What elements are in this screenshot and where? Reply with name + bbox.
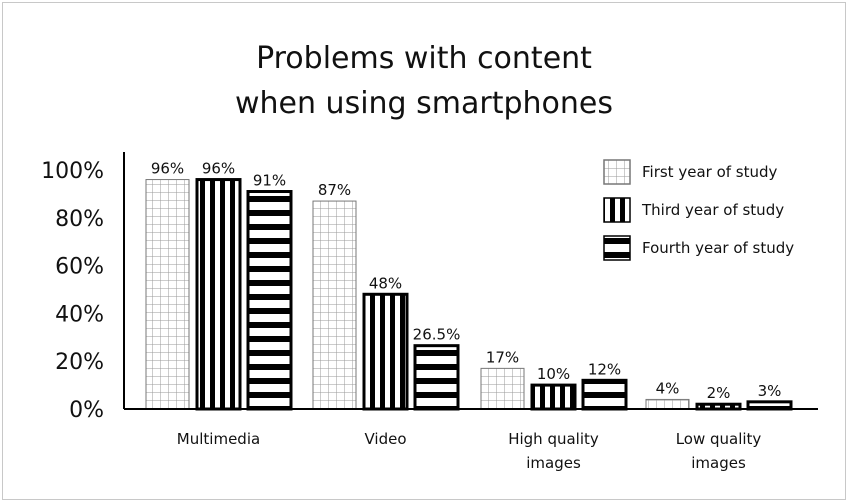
y-axis: 0% 20% 40% 60% 80% 100% — [41, 152, 125, 423]
bar-value-label: 17% — [486, 348, 519, 366]
chart-title-line-2: when using smartphones — [235, 86, 613, 121]
bar-horizontal-stripes — [581, 378, 628, 411]
chart-title: Problems with content when using smartph… — [235, 41, 613, 121]
bar-value-label: 96% — [151, 160, 184, 178]
y-tick-label: 60% — [55, 255, 104, 280]
bar-value-label: 12% — [588, 360, 621, 378]
legend: First year of study Third year of study Fo… — [603, 159, 794, 261]
legend-label: First year of study — [642, 163, 778, 181]
category-label: Video — [364, 430, 406, 448]
bar-grid — [480, 367, 525, 410]
bar-vertical-stripes — [530, 383, 577, 411]
chart-title-line-1: Problems with content — [256, 41, 592, 76]
bar-value-label: 4% — [656, 379, 680, 397]
category-label: images — [526, 454, 581, 472]
bar-grid — [645, 398, 690, 410]
bar-value-label: 2% — [707, 384, 731, 402]
category-label: Multimedia — [177, 430, 260, 448]
y-tick-label: 0% — [69, 398, 104, 423]
bar-value-label: 96% — [202, 160, 235, 178]
category-label: images — [691, 454, 746, 472]
bar-horizontal-stripes — [246, 190, 293, 411]
legend-swatch-horizontal-stripes — [603, 235, 631, 261]
category-label: Low quality — [676, 430, 762, 448]
x-axis: Multimedia Video High quality images Low qua… — [124, 408, 818, 472]
bar-horizontal-stripes — [413, 344, 460, 411]
bar-grid — [312, 200, 357, 410]
bar-grid — [145, 179, 190, 410]
bar-value-label: 10% — [537, 365, 570, 383]
bar-value-label: 48% — [369, 274, 402, 292]
category-label: High quality — [508, 430, 599, 448]
bar-value-label: 3% — [758, 382, 782, 400]
legend-label: Fourth year of study — [642, 239, 794, 257]
legend-swatch-grid — [603, 159, 631, 185]
legend-label: Third year of study — [641, 201, 784, 219]
y-tick-label: 20% — [55, 350, 104, 375]
y-tick-label: 100% — [41, 159, 104, 184]
bar-vertical-stripes — [195, 178, 242, 411]
bar-vertical-stripes — [362, 292, 409, 411]
bar-value-label: 87% — [318, 181, 351, 199]
bar-horizontal-stripes — [746, 400, 793, 411]
y-tick-label: 40% — [55, 302, 104, 327]
y-tick-label: 80% — [55, 207, 104, 232]
bar-value-label: 26.5% — [413, 326, 461, 344]
legend-swatch-vertical-stripes — [603, 197, 631, 223]
bar-value-label: 91% — [253, 172, 286, 190]
bars: 96% 96% 91% 87% 48% 26.5% 17% 10% 12% 4% 2% 3% — [145, 160, 793, 411]
